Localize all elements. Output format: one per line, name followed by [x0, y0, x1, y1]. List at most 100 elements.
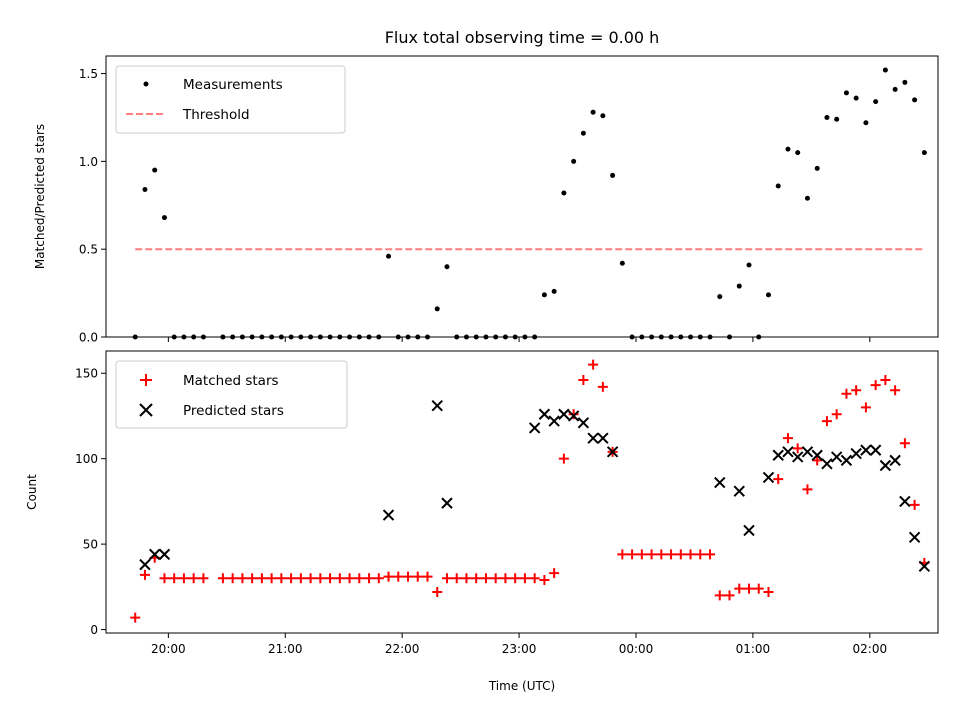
y-axis-label-count: Count: [25, 474, 39, 510]
matched-stars-point: [227, 573, 238, 584]
matched-stars-point: [646, 549, 657, 560]
y-tick-label: 0: [90, 623, 98, 637]
predicted-stars-point: [821, 458, 833, 470]
matched-stars-point: [159, 573, 170, 584]
predicted-stars-point: [801, 446, 814, 458]
matched-stars-point: [802, 484, 813, 495]
matched-stars-point: [305, 573, 316, 584]
predicted-stars-point: [743, 524, 755, 537]
matched-stars-point: [451, 573, 462, 584]
matched-stars-point: [724, 590, 735, 601]
matched-stars-point: [247, 573, 258, 584]
predicted-stars-point: [382, 509, 395, 521]
predicted-stars-point: [567, 410, 580, 422]
matched-stars-point: [870, 380, 881, 391]
matched-stars-point: [578, 375, 589, 386]
x-tick-label: 02:00: [853, 642, 888, 656]
matched-stars-point: [373, 573, 384, 584]
matched-stars-point: [139, 569, 150, 580]
matched-stars-point: [266, 573, 277, 584]
measurement-point: [541, 292, 547, 298]
matched-stars-point: [325, 573, 336, 584]
measurement-point: [765, 292, 771, 298]
matched-stars-point: [597, 381, 608, 392]
matched-stars-point: [831, 409, 842, 420]
matched-stars-point: [422, 571, 433, 582]
measurement-point: [580, 130, 586, 136]
matched-stars-point: [695, 549, 706, 560]
predicted-stars-point: [879, 459, 892, 472]
predicted-stars-point: [772, 449, 784, 461]
measurement-point: [804, 195, 810, 201]
predicted-stars-point: [139, 558, 151, 571]
matched-stars-point: [782, 433, 793, 444]
matched-stars-point: [812, 455, 823, 466]
matched-stars-point: [256, 573, 267, 584]
predicted-stars-point: [538, 408, 551, 420]
predicted-stars-point: [714, 476, 726, 489]
x-tick-label: 21:00: [268, 642, 303, 656]
legend-measurements-marker: [143, 81, 149, 87]
matched-stars-point: [295, 573, 306, 584]
matched-stars-point: [461, 573, 472, 584]
predicted-stars-point: [840, 454, 853, 467]
measurement-point: [873, 99, 879, 105]
legend-matched-marker: [140, 374, 152, 386]
measurement-point: [824, 114, 830, 120]
matched-stars-point: [763, 586, 774, 597]
matched-stars-point: [851, 385, 862, 396]
measurement-point: [610, 172, 616, 178]
measurement-point: [912, 97, 918, 103]
matched-stars-point: [237, 573, 248, 584]
y-tick-label: 150: [75, 367, 98, 381]
measurement-point: [600, 113, 606, 119]
predicted-stars-point: [889, 454, 901, 467]
predicted-stars-point: [908, 531, 921, 543]
matched-stars-point: [821, 416, 832, 427]
matched-stars-point: [490, 573, 501, 584]
matched-stars-point: [198, 573, 209, 584]
measurement-point: [561, 190, 567, 196]
matched-stars-point: [558, 453, 569, 464]
x-tick-label: 00:00: [619, 642, 654, 656]
y-tick-label: 1.0: [79, 155, 98, 169]
matched-stars-point: [656, 549, 667, 560]
predicted-stars-point: [606, 446, 619, 458]
legend-measurements-label: Measurements: [183, 77, 283, 93]
matched-stars-point: [792, 443, 803, 454]
matched-stars-point: [480, 573, 491, 584]
matched-stars-point: [178, 573, 189, 584]
matched-stars-point: [217, 573, 228, 584]
measurement-point: [921, 150, 927, 156]
matched-stars-point: [617, 549, 628, 560]
measurement-point: [902, 79, 908, 85]
count-panel: 20:00 21:00 22:00 23:00 00:00 01:00 02:00 0 50 10…: [25, 350, 939, 693]
legend-threshold-label: Threshold: [182, 107, 250, 123]
measurement-point: [444, 264, 450, 270]
legend-predicted-label: Predicted stars: [183, 403, 284, 419]
matched-stars-point: [383, 571, 394, 582]
measurement-point: [795, 150, 801, 156]
measurement-point: [717, 294, 723, 300]
x-tick-label: 01:00: [736, 642, 771, 656]
matched-stars-point: [519, 573, 530, 584]
matched-stars-point: [860, 402, 871, 413]
predicted-stars-point: [762, 471, 775, 484]
measurement-point: [834, 116, 840, 122]
matched-stars-point: [393, 571, 404, 582]
measurement-point: [571, 158, 577, 164]
matched-stars-point: [510, 573, 521, 584]
predicted-stars-point: [158, 548, 171, 561]
matched-stars-point: [344, 573, 355, 584]
matched-stars-point: [549, 568, 560, 579]
matched-stars-point: [500, 573, 511, 584]
matched-stars-point: [890, 385, 901, 396]
predicted-stars-point: [792, 451, 804, 463]
predicted-stars-point: [577, 417, 590, 429]
predicted-stars-point: [899, 495, 911, 508]
matched-stars-point: [627, 549, 638, 560]
predicted-stars-point: [587, 432, 599, 444]
predicted-stars-point: [597, 432, 609, 444]
predicted-stars-point: [869, 444, 882, 456]
matched-stars-point: [685, 549, 696, 560]
